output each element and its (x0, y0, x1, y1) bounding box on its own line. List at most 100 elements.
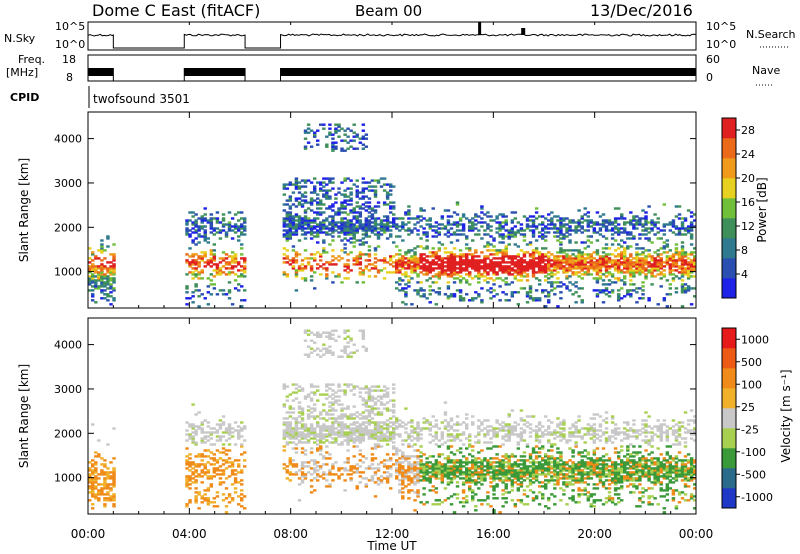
power-cell (346, 231, 350, 234)
power-cell (601, 261, 606, 264)
power-cell (544, 217, 548, 220)
velocity-cell (395, 433, 399, 436)
power-cell (680, 225, 685, 228)
velocity-cell (361, 431, 366, 434)
power-cell (559, 261, 563, 264)
power-cell (519, 223, 524, 226)
power-cell (319, 229, 323, 232)
power-cell (641, 285, 645, 288)
power-cell (480, 275, 484, 278)
velocity-cell (452, 453, 457, 456)
power-cell (288, 233, 293, 236)
velocity-cell (243, 425, 247, 428)
power-cell (571, 253, 575, 256)
velocity-cell (480, 429, 484, 432)
velocity-cell (461, 455, 466, 458)
velocity-cell (443, 487, 448, 490)
velocity-cell (389, 487, 393, 490)
power-cell (480, 299, 484, 302)
power-cell (203, 255, 207, 258)
velocity-cell (313, 429, 317, 432)
power-cell (525, 279, 530, 282)
power-cell (559, 263, 563, 266)
power-cell (185, 259, 189, 262)
colorbar-tick-label: 8 (741, 244, 748, 257)
velocity-cell (452, 461, 457, 464)
power-cell (574, 257, 578, 260)
power-cell (419, 289, 423, 292)
power-cell (346, 271, 350, 274)
power-cell (188, 263, 192, 266)
power-cell (544, 265, 548, 268)
power-cell (337, 231, 341, 234)
velocity-cell (331, 423, 335, 426)
power-cell (343, 251, 347, 254)
power-cell (638, 287, 642, 290)
velocity-cell (382, 421, 387, 424)
velocity-cell (322, 331, 326, 334)
power-cell (483, 267, 487, 270)
velocity-cell (306, 353, 311, 356)
power-cell (440, 223, 445, 226)
velocity-cell (425, 465, 429, 468)
power-cell (209, 213, 214, 216)
power-cell (325, 145, 329, 148)
velocity-cell (434, 499, 439, 502)
velocity-cell (328, 401, 332, 404)
power-cell (343, 201, 347, 204)
power-cell (513, 291, 518, 294)
velocity-cell (367, 399, 372, 402)
velocity-cell (303, 435, 308, 438)
power-cell (541, 261, 545, 264)
power-cell (562, 233, 566, 236)
power-cell (601, 255, 606, 258)
power-cell (528, 285, 533, 288)
power-cell (401, 265, 405, 268)
power-cell (343, 265, 347, 268)
power-cell (343, 229, 347, 232)
power-cell (474, 261, 478, 264)
power-cell (565, 229, 569, 232)
power-cell (693, 295, 697, 298)
velocity-cell (188, 435, 192, 438)
power-cell (610, 221, 615, 224)
power-cell (568, 281, 572, 284)
power-cell (565, 277, 569, 280)
velocity-cell (334, 461, 338, 464)
power-cell (510, 263, 515, 266)
power-cell (595, 267, 600, 270)
power-cell (501, 221, 505, 224)
velocity-cell (230, 469, 235, 472)
velocity-cell (474, 463, 478, 466)
velocity-cell (477, 427, 481, 430)
power-cell (331, 147, 335, 150)
power-cell (437, 233, 442, 236)
velocity-cell (294, 417, 299, 420)
power-cell (644, 273, 648, 276)
power-cell (413, 271, 417, 274)
power-cell (340, 181, 344, 184)
power-cell (598, 227, 603, 230)
velocity-cell (337, 443, 341, 446)
power-cell (221, 223, 226, 226)
velocity-cell (282, 445, 287, 448)
power-cell (340, 229, 344, 232)
velocity-cell (188, 453, 192, 456)
power-cell (94, 287, 98, 290)
power-cell (537, 255, 542, 258)
power-cell (285, 249, 290, 252)
power-cell (528, 259, 533, 262)
power-cell (343, 247, 347, 250)
velocity-cell (322, 393, 326, 396)
power-cell (376, 181, 381, 184)
velocity-cell (313, 471, 317, 474)
velocity-cell (389, 473, 393, 476)
power-cell (659, 261, 663, 264)
power-cell (91, 265, 95, 268)
colorbar-tick-label: 20 (741, 172, 755, 185)
velocity-cell (358, 429, 363, 432)
power-cell (200, 277, 204, 280)
power-cell (689, 251, 694, 254)
power-cell (665, 239, 670, 242)
velocity-cell (455, 497, 460, 500)
